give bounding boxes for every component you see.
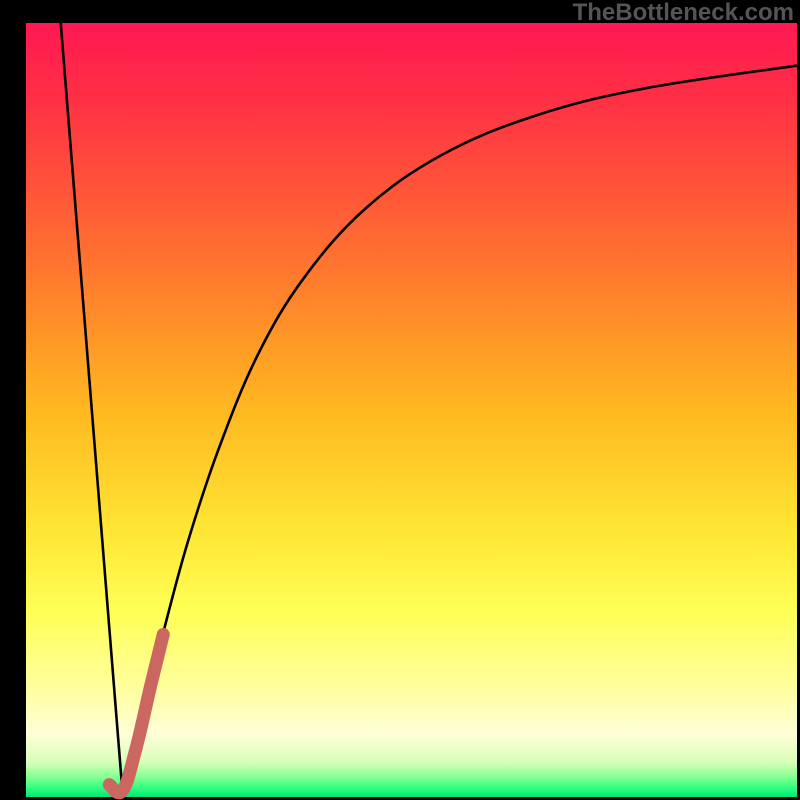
curve-layer (26, 23, 797, 797)
chart-container: TheBottleneck.com (0, 0, 800, 800)
plot-area (26, 23, 797, 797)
bottleneck-curve (61, 23, 797, 791)
watermark-text: TheBottleneck.com (573, 0, 794, 27)
